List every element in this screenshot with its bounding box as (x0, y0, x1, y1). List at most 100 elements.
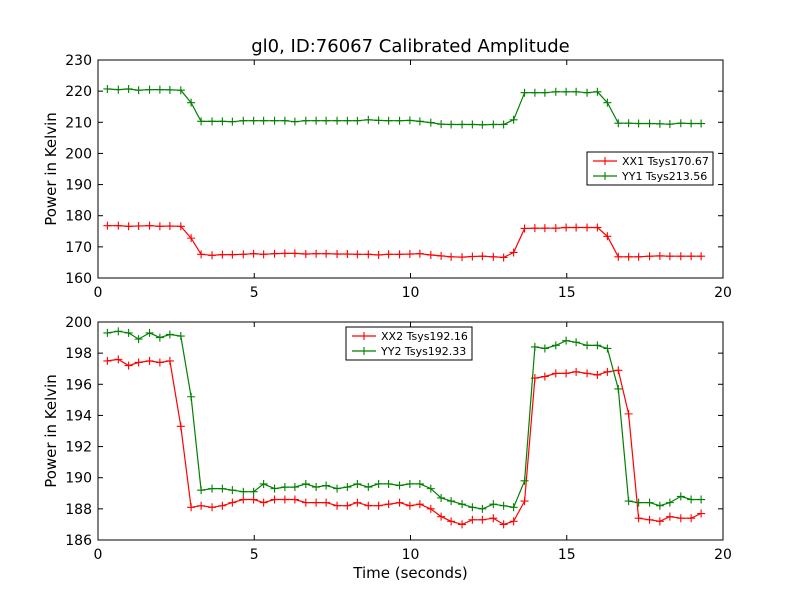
top-series-2-point (187, 98, 196, 107)
bottom-series-1-point (645, 515, 654, 524)
top-series-2-point (645, 119, 654, 128)
top-series-line-2 (107, 88, 702, 126)
bottom-series-1-point (218, 501, 227, 510)
bottom-series-2-point (478, 504, 487, 513)
top-series-1-point (187, 234, 196, 243)
top-series-1-point (489, 252, 498, 261)
bottom-series-2-point (583, 341, 592, 350)
bottom-x-tick-label: 20 (714, 547, 732, 563)
top-series-2-point (270, 116, 279, 125)
top-series-2-point (176, 86, 185, 95)
bottom-series-2-point (520, 476, 529, 485)
bottom-series-2-point (239, 487, 248, 496)
bottom-series-2-point (312, 483, 321, 492)
bottom-series-1-point (208, 503, 217, 512)
top-series-2-point (124, 84, 133, 93)
bottom-series-1-point (499, 520, 508, 529)
top-plot-axes: 0 5 10 15 20 160 170 180 190 200 210 220 230 (65, 53, 732, 301)
bottom-series-1-point (520, 497, 529, 506)
bottom-y-tick-label: 192 (65, 440, 92, 456)
top-series-2-point (572, 87, 581, 96)
top-series-2-point (499, 120, 508, 129)
top-series-2-point (415, 117, 424, 126)
bottom-series-1-point (176, 422, 185, 431)
bottom-series-1-point (540, 372, 549, 381)
top-series-1-point (520, 224, 529, 233)
bottom-series-2-point (551, 341, 560, 350)
top-y-tick-label: 210 (65, 115, 92, 131)
top-y-tick-label: 170 (65, 240, 92, 256)
top-series-1-point (103, 221, 112, 230)
bottom-series-1-point (290, 495, 299, 504)
bottom-series-2-point (343, 483, 352, 492)
top-series-1-point (468, 252, 477, 261)
top-legend-marker-2 (601, 172, 609, 180)
bottom-series-2-point (593, 341, 602, 350)
top-series-2-point (384, 116, 393, 125)
top-series-1-point (395, 250, 404, 259)
top-series-1-point (583, 223, 592, 232)
bottom-series-1-point (187, 503, 196, 512)
bottom-plot-x-axis-label: Time (seconds) (352, 564, 468, 582)
bottom-series-2-point (249, 487, 258, 496)
top-series-2-point (687, 119, 696, 128)
top-series-2-point (405, 116, 414, 125)
top-series-1-point (509, 248, 518, 257)
bottom-series-2-point (509, 503, 518, 512)
top-series-2-point (676, 119, 685, 128)
top-series-2-point (239, 116, 248, 125)
bottom-y-tick-label: 188 (65, 502, 92, 518)
bottom-series-2-point (634, 498, 643, 507)
top-series-1-point (645, 252, 654, 261)
top-series-1-point (249, 249, 258, 258)
top-series-2-point (624, 119, 633, 128)
bottom-series-2-point (645, 498, 654, 507)
bottom-series-2-point (155, 333, 164, 342)
bottom-series-1-point (489, 514, 498, 523)
bottom-series-2-point (489, 500, 498, 509)
bottom-series-2-point (530, 342, 539, 351)
top-series-2-point (426, 118, 435, 127)
top-series-1-point (614, 252, 623, 261)
top-series-2-point (259, 116, 268, 125)
top-series-2-point (478, 120, 487, 129)
top-series-2-point (333, 116, 342, 125)
top-legend-box (586, 151, 714, 186)
bottom-legend-marker-1 (360, 332, 368, 340)
bottom-series-2-point (165, 330, 174, 339)
bottom-series-2-point (405, 479, 414, 488)
top-series-1-point (478, 252, 487, 261)
bottom-series-2-point (218, 484, 227, 493)
top-series-2-point (114, 85, 123, 94)
bottom-series-2-point (197, 486, 206, 495)
bottom-series-1-point (603, 367, 612, 376)
bottom-series-2-point (280, 483, 289, 492)
top-series-2-point (145, 85, 154, 94)
bottom-series-2-point (540, 344, 549, 353)
top-series-2-point (208, 117, 217, 126)
top-legend-marker-1 (601, 157, 609, 165)
bottom-series-1-point (551, 369, 560, 378)
top-series-2-point (280, 116, 289, 125)
bottom-series-1-point (353, 498, 362, 507)
bottom-series-1-point (124, 361, 133, 370)
top-series-1-point (562, 223, 571, 232)
top-series-1-point (197, 250, 206, 259)
bottom-plot-y-axis-label: Power in Kelvin (42, 374, 60, 488)
top-series-2-point (593, 87, 602, 96)
top-series-2-point (249, 116, 258, 125)
top-series-1-point (530, 224, 539, 233)
top-series-2-point (562, 87, 571, 96)
top-y-tick-label: 160 (65, 271, 92, 287)
top-series-1-point (114, 221, 123, 230)
bottom-series-1-point (509, 517, 518, 526)
bottom-legend-label-2: YY2 Tsys192.33 (380, 345, 466, 358)
top-series-2-point (655, 119, 664, 128)
bottom-series-1-point (134, 358, 143, 367)
top-series-1-point (634, 252, 643, 261)
top-series-1-point (499, 253, 508, 262)
bottom-y-tick-label: 196 (65, 377, 92, 393)
top-plot: 0 5 10 15 20 160 170 180 190 200 210 220 230 XX1 Tsy… (42, 53, 732, 301)
chart-title: gl0, ID:76067 Calibrated Amplitude (251, 36, 570, 57)
bottom-series-2-point (103, 328, 112, 337)
